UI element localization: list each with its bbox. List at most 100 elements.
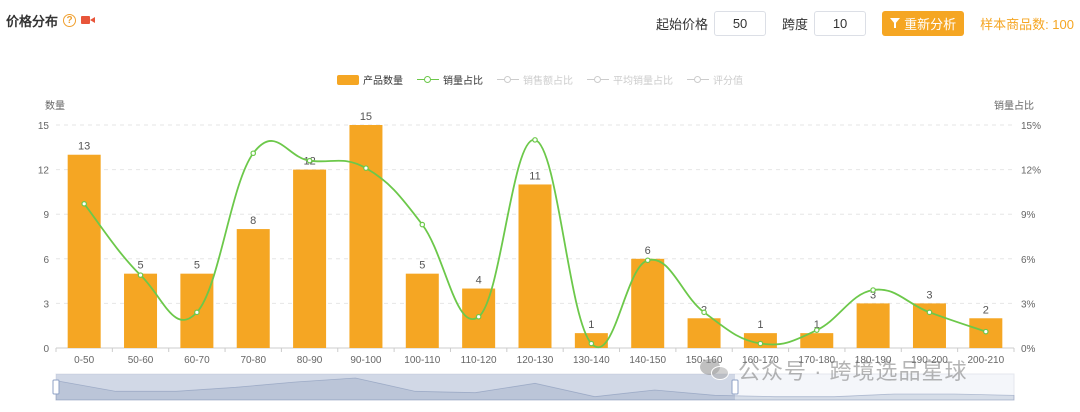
x-tick-label: 120-130 xyxy=(517,355,554,366)
reanalyze-button[interactable]: 重新分析 xyxy=(882,10,965,36)
x-tick-label: 190-200 xyxy=(911,355,948,366)
step-label: 跨度 xyxy=(782,16,809,32)
y-tick-right: 12% xyxy=(1021,166,1041,177)
x-tick-label: 70-80 xyxy=(240,355,266,366)
x-tick-label: 90-100 xyxy=(350,355,382,366)
bar xyxy=(124,273,158,348)
legend-item[interactable]: 销量占比 xyxy=(417,72,483,87)
legend-swatch xyxy=(337,74,359,85)
bar xyxy=(631,258,665,348)
sales-share-point xyxy=(983,328,989,335)
bar-value-label: 1 xyxy=(757,319,763,331)
y-tick-left: 15 xyxy=(38,121,50,132)
reanalyze-label: 重新分析 xyxy=(904,16,957,32)
filter-icon xyxy=(890,18,901,28)
y-tick-right: 9% xyxy=(1021,210,1036,221)
bar-value-label: 5 xyxy=(419,260,425,272)
legend-item[interactable]: 评分值 xyxy=(687,72,743,87)
x-tick-label: 110-120 xyxy=(461,355,497,366)
y-tick-left: 9 xyxy=(43,210,49,221)
legend-label: 产品数量 xyxy=(363,76,403,87)
y-tick-left: 0 xyxy=(43,344,49,355)
start-price-input[interactable]: 50 xyxy=(714,10,767,36)
bar xyxy=(574,333,608,348)
legend-item[interactable]: 产品数量 xyxy=(337,72,403,87)
bar xyxy=(67,154,101,348)
x-tick-label: 200-210 xyxy=(967,355,1004,366)
bar-value-label: 2 xyxy=(983,304,989,316)
sales-share-line xyxy=(83,138,987,348)
sales-share-point xyxy=(532,137,538,143)
bar xyxy=(293,169,327,348)
legend-label: 销量占比 xyxy=(443,76,483,87)
bar xyxy=(518,184,552,348)
sales-share-point xyxy=(757,340,764,347)
legend-label: 评分值 xyxy=(713,76,743,87)
x-tick-label: 140-150 xyxy=(629,355,666,366)
legend-swatch xyxy=(687,75,709,85)
video-camera-icon[interactable] xyxy=(81,15,96,25)
sales-share-point xyxy=(701,309,707,316)
sales-share-point xyxy=(81,200,87,207)
x-tick-label: 170-180 xyxy=(798,355,835,366)
x-tick-label: 80-90 xyxy=(297,355,323,366)
x-tick-label: 50-60 xyxy=(128,355,154,366)
chart-legend: 产品数量 销量占比 销售额占比 平均销量占比 评分值 xyxy=(0,72,1080,87)
bar-value-label: 5 xyxy=(194,260,200,272)
sales-share-point xyxy=(419,221,426,228)
y-axis-title-right: 销量占比 xyxy=(994,99,1034,112)
sales-share-point xyxy=(870,287,876,293)
legend-item[interactable]: 平均销量占比 xyxy=(587,72,673,87)
y-axis-title-left: 数量 xyxy=(45,99,65,112)
bar xyxy=(800,333,834,348)
y-tick-right: 15% xyxy=(1021,121,1041,132)
bar-value-label: 6 xyxy=(645,245,651,257)
zoom-slider-preview xyxy=(55,377,1015,401)
bar-value-label: 3 xyxy=(926,289,932,301)
bar-value-label: 11 xyxy=(529,170,540,182)
y-tick-left: 3 xyxy=(43,299,49,310)
legend-swatch xyxy=(417,75,439,85)
sales-share-point xyxy=(194,309,200,316)
y-tick-right: 6% xyxy=(1021,255,1036,266)
bar-value-label: 13 xyxy=(78,141,90,153)
sample-count: 样本商品数: 100 xyxy=(980,16,1074,32)
sales-share-point xyxy=(306,157,313,164)
bar xyxy=(349,125,383,348)
chart-header: 价格分布 ? xyxy=(6,10,96,30)
start-price-label: 起始价格 xyxy=(656,16,709,32)
bar-value-label: 1 xyxy=(814,319,820,331)
sales-share-point xyxy=(644,257,651,264)
sales-share-point xyxy=(250,150,257,157)
y-tick-right: 0% xyxy=(1021,344,1036,355)
x-tick-label: 160-170 xyxy=(742,355,779,366)
sales-share-point xyxy=(813,327,820,333)
bar-value-label: 15 xyxy=(360,111,372,123)
legend-item[interactable]: 销售额占比 xyxy=(497,72,573,87)
question-circle-icon[interactable]: ? xyxy=(63,13,77,27)
zoom-slider-handle[interactable] xyxy=(52,379,60,395)
y-tick-left: 12 xyxy=(38,166,50,177)
wechat-icon xyxy=(700,357,730,383)
sales-share-point xyxy=(363,165,369,171)
watermark-text: 公众号 · 跨境选品星球 xyxy=(738,359,968,384)
bar-value-label: 5 xyxy=(137,260,143,272)
bar-value-label: 4 xyxy=(476,275,482,287)
legend-label: 销售额占比 xyxy=(523,76,573,87)
bar xyxy=(236,229,270,348)
y-tick-right: 3% xyxy=(1021,299,1036,310)
zoom-slider-handle[interactable] xyxy=(731,379,739,395)
step-input[interactable]: 10 xyxy=(814,10,867,36)
page-title: 价格分布 xyxy=(6,13,59,29)
sales-share-point xyxy=(475,313,482,320)
x-tick-label: 130-140 xyxy=(573,355,610,366)
bar-value-label: 8 xyxy=(250,215,256,227)
bar xyxy=(687,318,721,348)
sales-share-point xyxy=(137,272,144,278)
analysis-controls: 起始价格 50 跨度 10 重新分析 样本商品数: 100 xyxy=(656,10,1074,36)
legend-label: 平均销量占比 xyxy=(613,76,673,87)
legend-swatch xyxy=(497,75,519,85)
sales-share-point xyxy=(588,340,595,347)
x-tick-label: 100-110 xyxy=(404,355,440,366)
